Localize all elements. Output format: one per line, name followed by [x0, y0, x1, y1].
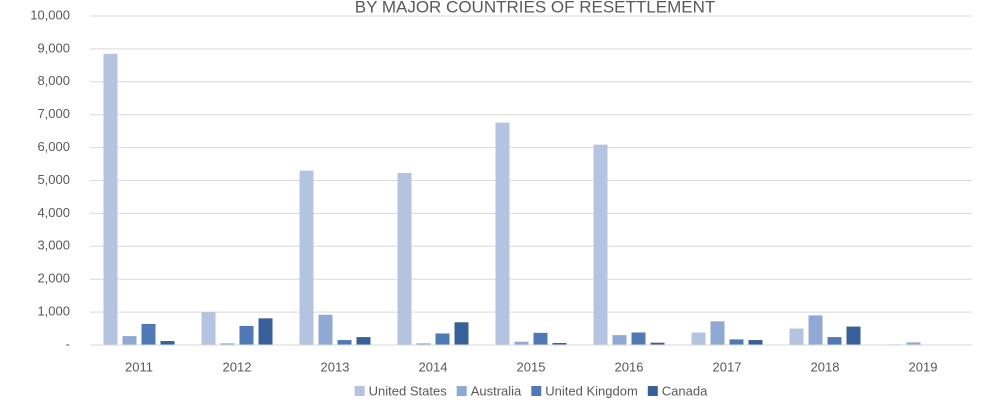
y-tick-label: 1,000	[37, 304, 70, 319]
bar	[691, 332, 706, 345]
legend-label: United Kingdom	[545, 383, 638, 398]
bar	[454, 322, 469, 345]
y-tick-label: 8,000	[37, 73, 70, 88]
bar	[906, 342, 921, 345]
bar	[631, 332, 646, 345]
bar	[533, 332, 548, 345]
bar	[748, 340, 763, 345]
bar	[416, 343, 431, 345]
bar	[160, 341, 175, 345]
legend-swatch	[456, 386, 467, 396]
y-tick-label: 6,000	[37, 139, 70, 154]
x-tick-label: 2013	[321, 359, 350, 374]
bar	[397, 172, 412, 345]
bar	[729, 339, 744, 345]
y-tick-label: 3,000	[37, 238, 70, 253]
bar	[827, 337, 842, 345]
y-tick-label: 7,000	[37, 106, 70, 121]
bar	[552, 343, 567, 345]
y-tick-label: -	[66, 336, 70, 351]
bar	[201, 312, 216, 345]
legend-label: United States	[369, 383, 448, 398]
x-tick-label: 2018	[811, 359, 840, 374]
x-tick-label: 2016	[615, 359, 644, 374]
bar	[612, 335, 627, 345]
bar	[789, 328, 804, 345]
bar	[258, 318, 273, 345]
bar	[495, 122, 510, 345]
x-tick-label: 2011	[125, 359, 153, 374]
legend-label: Australia	[471, 383, 522, 398]
y-tick-label: 5,000	[37, 172, 70, 187]
y-tick-label: 9,000	[37, 40, 70, 55]
bar	[435, 333, 450, 345]
bar	[220, 343, 235, 345]
bar	[650, 342, 665, 345]
legend-swatch	[354, 386, 365, 396]
bar	[239, 325, 254, 345]
legend-swatch	[647, 386, 658, 396]
bar	[299, 170, 314, 345]
bar	[141, 323, 156, 345]
x-tick-label: 2019	[909, 359, 938, 374]
legend-label: Canada	[662, 383, 708, 398]
y-tick-label: 2,000	[37, 271, 70, 286]
chart-title: BY MAJOR COUNTRIES OF RESETTLEMENT	[355, 0, 716, 16]
bar	[122, 336, 137, 345]
y-tick-label: 10,000	[30, 7, 70, 22]
bar	[593, 144, 608, 345]
bar	[846, 326, 861, 345]
x-tick-label: 2012	[223, 359, 252, 374]
bar	[808, 315, 823, 345]
y-tick-label: 4,000	[37, 205, 70, 220]
x-tick-label: 2017	[713, 359, 742, 374]
x-tick-label: 2014	[419, 359, 448, 374]
bar	[337, 340, 352, 345]
bar	[103, 53, 118, 346]
bar	[710, 321, 725, 345]
bar	[356, 337, 371, 345]
bar	[318, 314, 333, 345]
bar	[514, 341, 529, 345]
legend-swatch	[531, 386, 542, 396]
x-tick-label: 2015	[517, 359, 546, 374]
